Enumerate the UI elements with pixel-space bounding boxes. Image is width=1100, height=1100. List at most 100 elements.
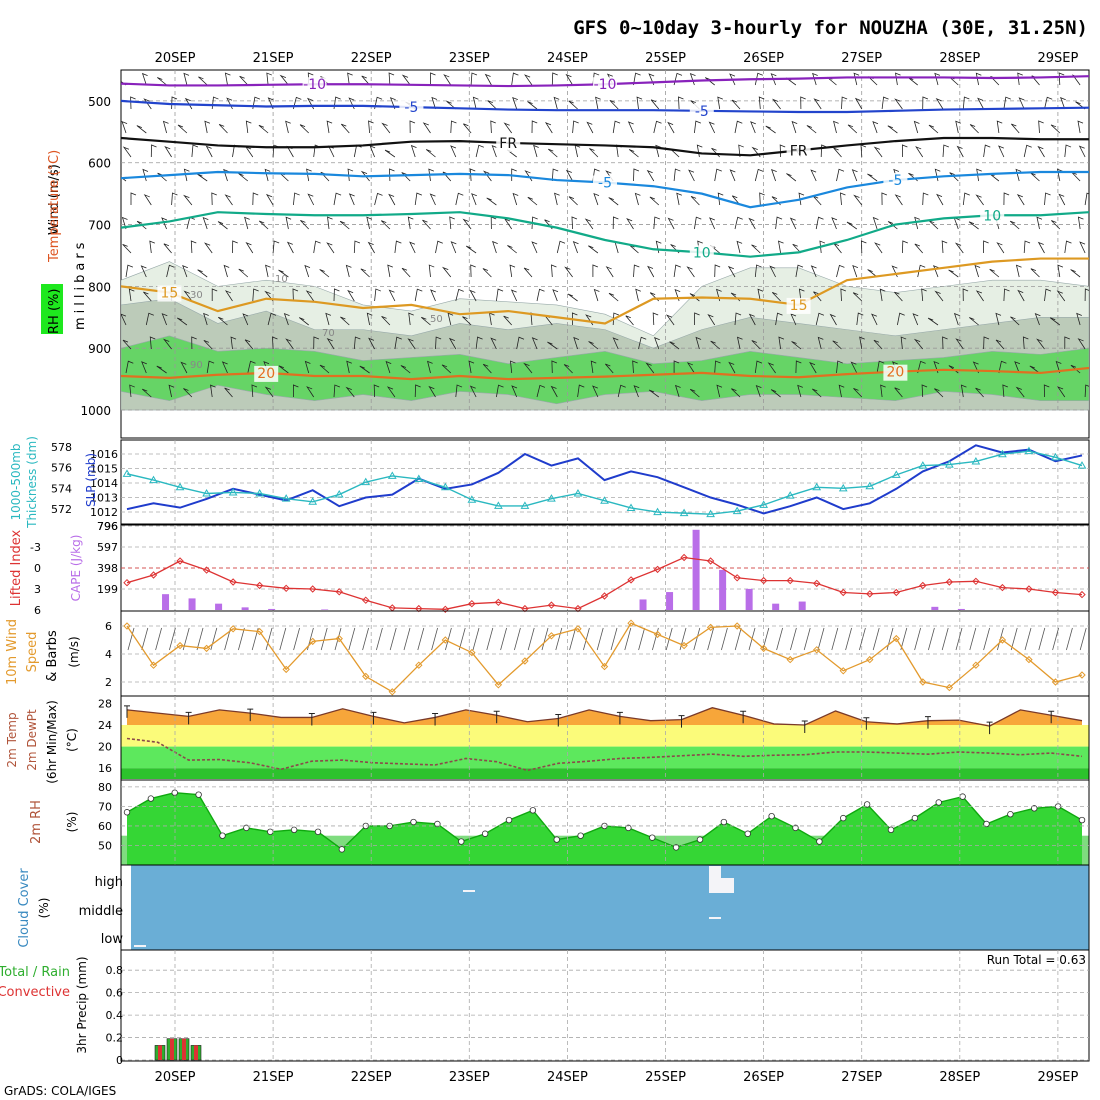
wind-barb [141,388,152,398]
wind-barb [307,193,315,206]
dewpoint-line [126,737,1083,772]
wind-speed-marker [680,641,688,650]
wind-barb [204,242,213,254]
wind-barb [673,360,680,373]
wind-barb [360,268,370,278]
wind-barb [1077,216,1084,230]
wind-barb [347,72,353,86]
surface-wind-barb [679,627,687,651]
wind-barb [1029,365,1040,374]
wind-barb [161,217,168,230]
wind-barb [326,242,335,254]
wind-barb [125,264,134,278]
wind-barb [470,264,476,278]
wind-barb [1079,241,1086,254]
wind-speed-marker [866,655,874,664]
wind-barb [694,120,702,134]
wind-barb [272,240,280,254]
top-date-label: 29SEP [1037,51,1078,66]
wind-barb [122,339,132,350]
precip-tick-label: 0.6 [106,987,124,1000]
wind-barb [1078,145,1086,158]
wind-barb [232,240,238,254]
wind-speed-marker [441,636,450,644]
wind-barb [326,337,335,350]
wind-speed-marker [600,662,609,671]
panel-axis-label: (%) [37,898,51,919]
wind-barb [748,313,756,326]
wind-barb [1002,384,1008,398]
wind-barb [1037,241,1045,254]
wind-barb [754,264,762,278]
wind-speed-marker [892,634,901,643]
temperature-minmax-marker [432,712,439,726]
wind-barb [266,72,272,86]
wind-barb [435,336,442,350]
top-date-label: 20SEP [155,51,196,66]
wind-barb [832,340,842,350]
wind-barb [130,96,136,110]
wind-barb [265,264,271,278]
surface-wind-barb [196,627,204,651]
wind-speed-marker [388,688,396,696]
thickness-marker [361,477,371,486]
thickness-tick-label: 576 [51,462,72,475]
surface-wind-barb [762,627,770,651]
lifted-index-marker [494,598,503,607]
wind-barb [484,73,492,86]
isotherm-label: 10 [693,245,711,261]
wind-barb [859,336,865,350]
wind-barb [676,192,682,206]
wind-speed-marker [229,625,237,633]
wind-speed-marker [945,683,954,692]
wind-barb [707,313,716,326]
wind-barb [831,217,838,230]
isotherm-label-bg [689,245,714,262]
wind-barb [388,72,395,86]
wind-barb [728,361,736,374]
wind-barb [121,313,127,326]
wind-barb [1044,192,1051,206]
wind-barb [975,194,984,206]
panel-axis-label: 3hr Precip (mm) [75,956,89,1053]
wind-barb [1022,336,1029,350]
isotherm-label: 10 [983,208,1001,224]
wind-barb [551,360,558,374]
temperature-minmax-marker [986,721,993,735]
wind-barb [838,384,845,398]
rh-marker [529,807,537,814]
wind-barb [183,72,190,86]
wind-speed-marker [468,648,476,657]
relative-humidity-panel: 50 60 70 80 2m RH (%) [29,779,1090,866]
wind-barb [836,264,845,278]
wind-barb [932,265,939,278]
wind-barb [447,312,454,326]
wind-barb [554,192,560,206]
li-tick-label: 3 [34,583,41,596]
surface-wind-barb [155,627,162,651]
wind-barb [333,288,340,302]
wind-speed-marker [706,623,715,632]
temperature-panel: 16 20 24 28 2m Temp 2m DewPt (6hr Min/Max) (°C) [5,695,1090,784]
wind-barb [267,312,277,326]
lifted-index-marker [282,584,290,593]
wind-barb [176,317,188,326]
surface-wind-barb [776,627,783,651]
wind-barb [789,217,797,230]
wind-barb [734,312,742,326]
lifted-index-marker [123,578,131,587]
wind-barb [853,194,863,206]
precip-legend-convective: Convective [0,985,70,1000]
wind-barb [798,288,805,302]
wind-barb [917,264,926,278]
rh-marker [123,809,131,816]
wind-barb [551,264,557,278]
wind-barb [305,290,315,302]
panel-axis-label: 2m RH [29,800,44,844]
wind-barb [509,360,516,374]
surface-wind-barb [293,627,300,651]
rh-marker [696,836,704,843]
rh-marker [959,793,966,800]
wind-barb [1015,386,1025,398]
wind-barb [729,169,736,182]
